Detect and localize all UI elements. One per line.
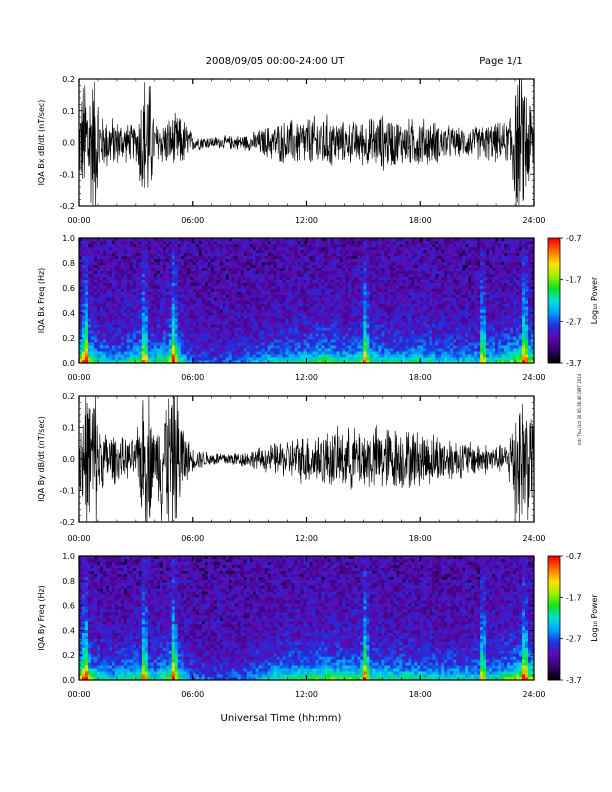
y-tick-label: 0.8	[62, 259, 75, 268]
x-tick-label: 18:00	[409, 373, 432, 382]
bx-dbdt-panel: -0.2 -0.1 0.0 0.1 0.2 00:00 06:00 12:00 18:00 24:…	[37, 75, 546, 225]
y-tick-label: 0.0	[62, 676, 75, 685]
y-tick-label: -0.1	[59, 170, 75, 179]
y-tick-label: 0.4	[62, 309, 75, 318]
y-tick-label: 0.8	[62, 577, 75, 586]
page-indicator: Page 1/1	[479, 56, 522, 67]
y-tick-label: 0.6	[62, 602, 75, 611]
x-tick-label: 18:00	[409, 690, 432, 699]
y-tick-label: 0.2	[62, 75, 75, 84]
by-spectrogram-panel: -0.7 -1.7 -2.7 -3.7 Log₁₀ Power 0.0 0.2 0.4 0.6 0…	[37, 552, 599, 699]
y-tick-label: -0.2	[59, 518, 75, 527]
x-tick-label: 24:00	[522, 216, 545, 225]
x-tick-label: 18:00	[409, 216, 432, 225]
bx-spectrogram-colorbar: -0.7 -1.7 -2.7 -3.7 Log₁₀ Power	[547, 234, 599, 368]
x-tick-label: 06:00	[181, 216, 204, 225]
x-tick-label: 24:00	[522, 373, 545, 382]
colorbar-tick-label: -0.7	[566, 234, 582, 243]
x-axis-label: Universal Time (hh:mm)	[221, 713, 342, 724]
x-tick-label: 00:00	[67, 690, 90, 699]
y-tick-label: -0.2	[59, 202, 75, 211]
y-tick-label: 0.4	[62, 626, 75, 635]
x-tick-label: 12:00	[295, 216, 318, 225]
bx-dbdt-trace	[79, 79, 534, 206]
bx-spectrogram-cells	[79, 238, 534, 363]
by-dbdt-trace	[79, 396, 534, 522]
panels: -0.2 -0.1 0.0 0.1 0.2 00:00 06:00 12:00 18:00 24:…	[37, 75, 599, 699]
by-dbdt-panel: -0.2 -0.1 0.0 0.1 0.2 00:00 06:00 12:00 18:00 24:…	[37, 392, 546, 543]
x-tick-label: 24:00	[522, 534, 545, 543]
colorbar-tick-label: -3.7	[566, 676, 582, 685]
x-tick-label: 00:00	[67, 373, 90, 382]
by-spectrogram-colorbar: -0.7 -1.7 -2.7 -3.7 Log₁₀ Power	[547, 552, 599, 685]
x-tick-label: 12:00	[295, 534, 318, 543]
y-tick-label: 0.0	[62, 359, 75, 368]
y-tick-label: 0.2	[62, 392, 75, 401]
x-tick-label: 00:00	[67, 216, 90, 225]
colorbar-label: Log₁₀ Power	[590, 276, 599, 324]
y-tick-label: 0.1	[62, 424, 75, 433]
x-tick-label: 06:00	[181, 690, 204, 699]
y-tick-label: 0.1	[62, 107, 75, 116]
bx-spectrogram-panel: -0.7 -1.7 -2.7 -3.7 Log₁₀ Power 0.0 0.2 0.4 0.6 0…	[37, 234, 599, 382]
colorbar-tick-label: -1.7	[566, 593, 582, 602]
x-tick-label: 12:00	[295, 373, 318, 382]
y-tick-label: 1.0	[62, 234, 75, 243]
colorbar-tick-label: -3.7	[566, 359, 582, 368]
by-spectrogram-cells	[79, 556, 534, 680]
x-tick-label: 06:00	[181, 534, 204, 543]
by-dbdt-ylabel: IQA By dB/dt (nT/sec)	[37, 416, 46, 502]
x-tick-label: 18:00	[409, 534, 432, 543]
y-tick-label: 0.2	[62, 334, 75, 343]
by-spectrogram-ylabel: IQA By Freq (Hz)	[37, 585, 46, 651]
x-tick-label: 06:00	[181, 373, 204, 382]
y-tick-label: 0.0	[62, 455, 75, 464]
colorbar-label: Log₁₀ Power	[590, 594, 599, 642]
bx-spectrogram-ylabel: IQA Bx Freq (Hz)	[37, 268, 46, 334]
side-stamp: mtr Thu Oct 30 05:36:46 GMT 2014	[577, 373, 582, 445]
y-tick-label: 0.0	[62, 139, 75, 148]
x-tick-label: 24:00	[522, 690, 545, 699]
y-tick-label: -0.1	[59, 487, 75, 496]
colorbar-tick-label: -0.7	[566, 552, 582, 561]
colorbar-tick-label: -1.7	[566, 276, 582, 285]
y-tick-label: 1.0	[62, 552, 75, 561]
y-tick-label: 0.2	[62, 651, 75, 660]
figure-title: 2008/09/05 00:00-24:00 UT	[206, 56, 346, 67]
y-tick-label: 0.6	[62, 284, 75, 293]
colorbar-tick-label: -2.7	[566, 635, 582, 644]
bx-dbdt-ylabel: IQA Bx dB/dt (nT/sec)	[37, 100, 46, 186]
colorbar-tick-label: -2.7	[566, 317, 582, 326]
x-tick-label: 00:00	[67, 534, 90, 543]
x-tick-label: 12:00	[295, 690, 318, 699]
